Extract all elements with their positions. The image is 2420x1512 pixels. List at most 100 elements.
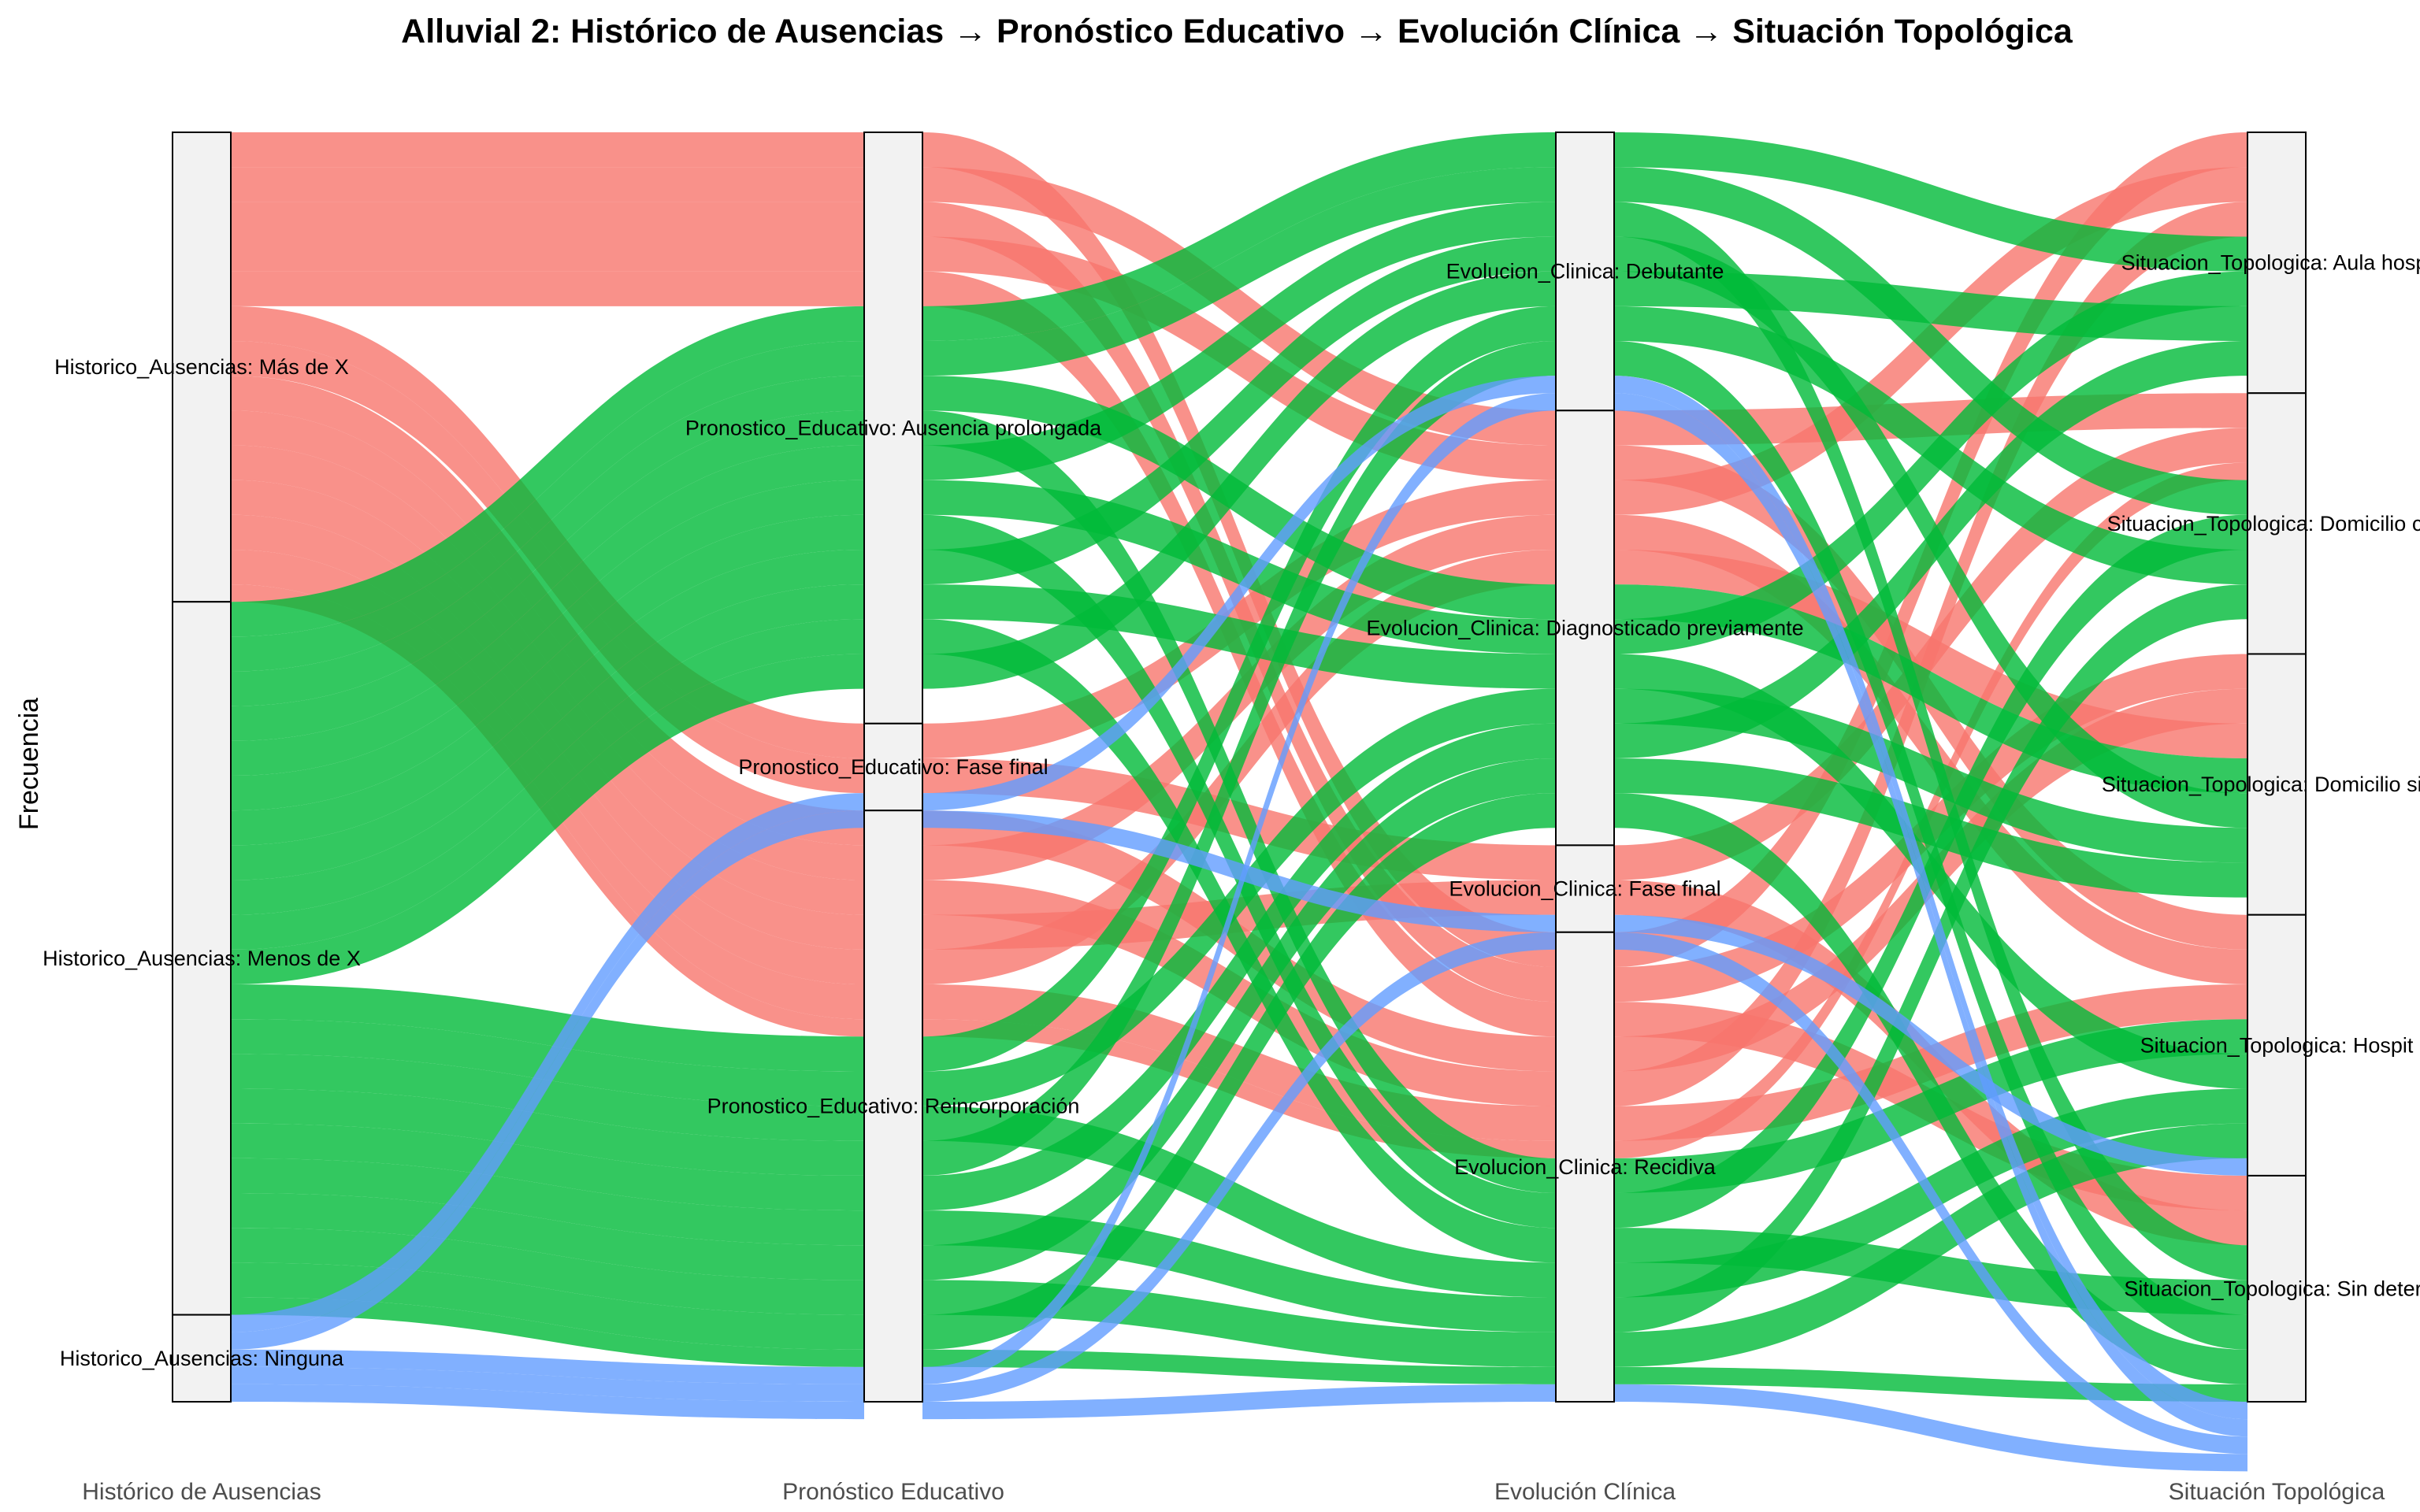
flow-band (231, 340, 864, 672)
flow-band (922, 1349, 1556, 1384)
stratum-label: Historico_Ausencias: Ninguna (60, 1347, 344, 1370)
stratum-box (172, 132, 232, 603)
flow-band (231, 619, 864, 950)
flow-band (1614, 932, 2247, 1455)
stratum-box (2247, 392, 2307, 655)
flow-band (1614, 340, 2247, 758)
flow-band (231, 793, 864, 1332)
flow-band (1614, 1123, 2247, 1367)
flow-band (922, 880, 1556, 1106)
flow-band (1614, 914, 2247, 1176)
flow-band (231, 810, 864, 1350)
chart-title: Alluvial 2: Histórico de Ausencias → Pro… (401, 13, 2073, 50)
flow-band (1614, 793, 2247, 1384)
flow-band (231, 132, 864, 168)
stratum-box (1555, 132, 1615, 412)
flow-band (231, 1088, 864, 1176)
flow-band (922, 376, 1556, 811)
stratum-box (1555, 844, 1615, 933)
x-axis-tick-label: Pronóstico Educativo (782, 1479, 1004, 1505)
y-axis-label: Frecuencia (14, 698, 44, 830)
flow-band (1614, 1384, 2247, 1472)
flow-band (231, 1297, 864, 1367)
stratum-label: Situacion_Topologica: Hospit (2140, 1033, 2414, 1057)
stratum-label: Situacion_Topologica: Sin deterr (2124, 1277, 2420, 1300)
stratum-box (863, 132, 923, 724)
x-axis-tick-label: Evolución Clínica (1494, 1479, 1676, 1505)
flow-band (1614, 688, 2247, 863)
flow-band (231, 167, 864, 202)
flow-band (922, 132, 1556, 967)
flow-band (1614, 306, 2247, 585)
x-axis-tick-label: Situación Topológica (2169, 1479, 2385, 1505)
flow-band (231, 549, 864, 880)
flow-band (922, 619, 1556, 1263)
strata-layer: Historico_Ausencias: Más de X Historico_A… (43, 132, 2420, 1403)
stratum-box (863, 810, 923, 1403)
flow-band (231, 445, 864, 776)
flow-band (922, 723, 1556, 1211)
flow-band (231, 1054, 864, 1141)
stratum-label: Situacion_Topologica: Domicilio con (2107, 512, 2420, 536)
stratum-label: Historico_Ausencias: Menos de X (43, 947, 361, 970)
flow-band (1614, 584, 2247, 1332)
flow-band (1614, 202, 2247, 1280)
flow-band (922, 376, 1556, 620)
flow-band (1614, 167, 2247, 515)
flow-band (231, 480, 864, 811)
flow-band (922, 236, 1556, 585)
stratum-label: Pronostico_Educativo: Fase final (738, 755, 1048, 779)
flow-band (231, 1193, 864, 1280)
flow-band (922, 810, 1556, 932)
flow-band (922, 132, 1556, 341)
flow-band (922, 202, 1556, 480)
x-axis-tick-label: Histórico de Ausencias (82, 1479, 321, 1505)
stratum-label: Evolucion_Clinica: Debutante (1446, 260, 1724, 284)
flow-band (231, 410, 864, 741)
stratum-label: Evolucion_Clinica: Recidiva (1454, 1155, 1717, 1179)
flow-band (922, 393, 1556, 1384)
flow-band (922, 167, 1556, 376)
stratum-label: Pronostico_Educativo: Reincorporación (707, 1095, 1080, 1118)
flow-band (1614, 132, 2247, 272)
flow-band (922, 1384, 1556, 1420)
flow-band (231, 1123, 864, 1211)
flow-band (231, 376, 864, 706)
flow-band (231, 1228, 864, 1315)
flow-band (922, 793, 1556, 1350)
flow-band (1614, 393, 2247, 1437)
flow-band (231, 514, 864, 846)
flow-band (231, 306, 864, 637)
flow-band (922, 1280, 1556, 1367)
stratum-box (2247, 1174, 2307, 1403)
flows-layer (231, 132, 2247, 1472)
flow-band (922, 306, 1556, 1072)
flow-band (922, 932, 1556, 1402)
flow-band (231, 236, 864, 272)
flow-band (231, 202, 864, 237)
stratum-box (1555, 931, 1615, 1403)
flow-band (231, 984, 864, 1072)
flow-band (231, 1366, 864, 1402)
flow-band (231, 584, 864, 915)
stratum-box (863, 722, 923, 812)
flow-band (922, 410, 1556, 1194)
stratum-label: Situacion_Topologica: Domicilio sin a (2102, 773, 2420, 796)
flow-band (922, 340, 1556, 1176)
x-axis-labels: Histórico de Ausencias Pronóstico Educati… (82, 1479, 2385, 1505)
stratum-box (172, 1314, 232, 1403)
flow-band (231, 1349, 864, 1384)
stratum-label: Evolucion_Clinica: Diagnosticado previam… (1366, 616, 1803, 639)
stratum-box (2247, 653, 2307, 916)
flow-band (231, 271, 864, 306)
stratum-label: Pronostico_Educativo: Ausencia prolongad… (685, 416, 1102, 439)
flow-band (922, 167, 1556, 446)
flow-band (1614, 271, 2247, 341)
flow-band (922, 271, 1556, 689)
stratum-label: Historico_Ausencias: Más de X (54, 355, 349, 379)
flow-band (922, 758, 1556, 1280)
stratum-label: Evolucion_Clinica: Fase final (1449, 877, 1720, 901)
stratum-box (1555, 410, 1615, 847)
flow-band (1614, 654, 2247, 1089)
